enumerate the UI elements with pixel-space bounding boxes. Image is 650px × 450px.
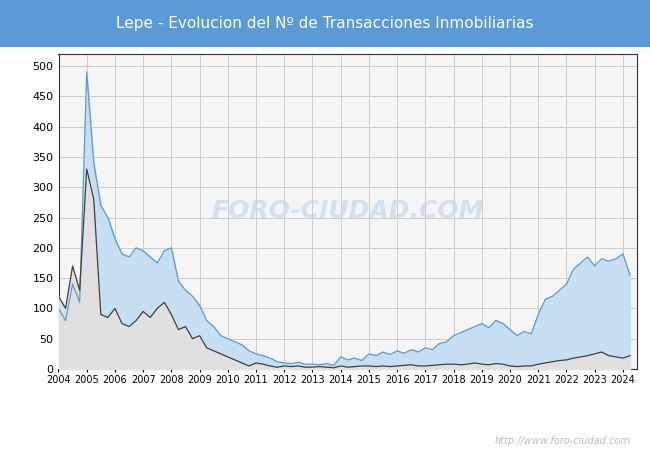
Text: FORO-CIUDAD.COM: FORO-CIUDAD.COM [211,199,484,224]
Text: Lepe - Evolucion del Nº de Transacciones Inmobiliarias: Lepe - Evolucion del Nº de Transacciones… [116,16,534,31]
Text: http://www.foro-ciudad.com: http://www.foro-ciudad.com [495,436,630,446]
